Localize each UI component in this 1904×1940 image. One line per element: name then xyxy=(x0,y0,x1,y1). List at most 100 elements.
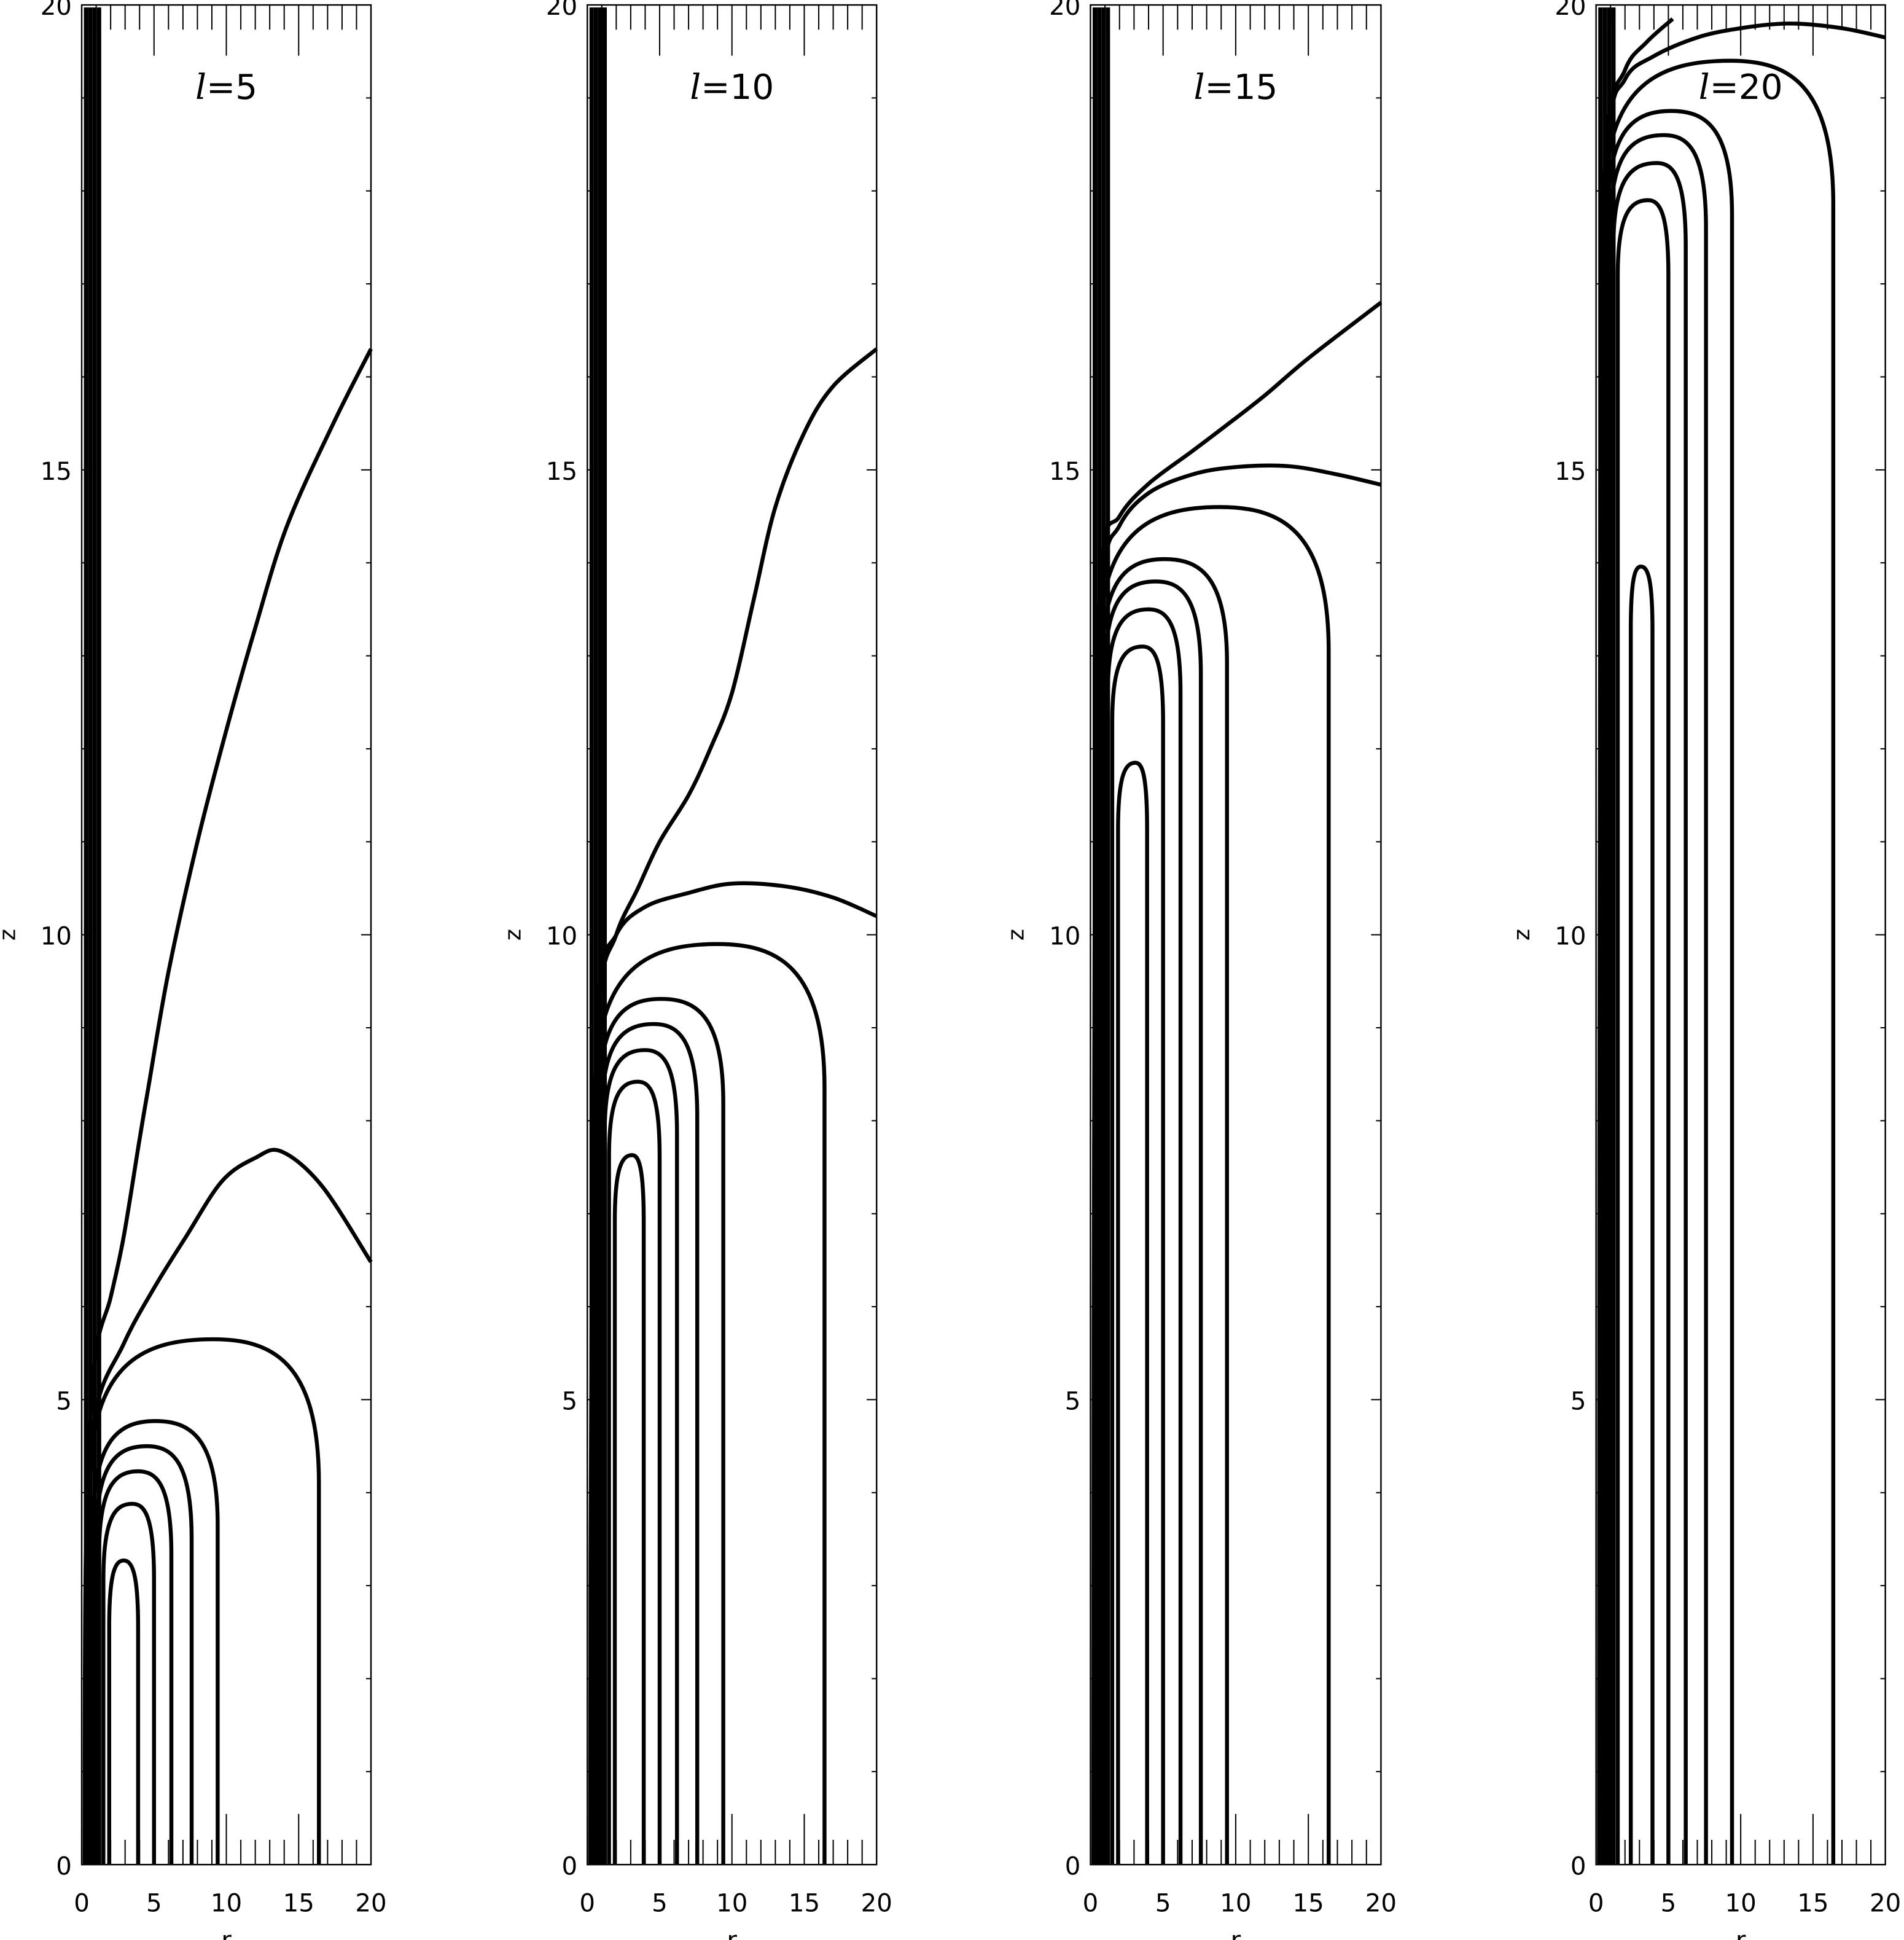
contour-arch xyxy=(596,996,725,1865)
contour-open-line xyxy=(85,1148,373,1865)
panel-3: 0 5 10 15 20 0 5 10 15 20 r z l=15 xyxy=(1003,0,1397,1940)
x-tick-label: 20 xyxy=(1870,1890,1901,1918)
contour-arch xyxy=(1602,58,1836,1865)
contour-arch xyxy=(1100,557,1229,1865)
x-axis-label: r xyxy=(221,1926,232,1940)
x-axis-label: r xyxy=(1736,1926,1746,1940)
x-tick-label: 5 xyxy=(146,1890,162,1918)
contour-arch xyxy=(107,1559,141,1865)
contour-arch xyxy=(1110,644,1165,1865)
x-tick-label: 20 xyxy=(861,1890,892,1918)
x-tick-label: 5 xyxy=(1661,1890,1677,1918)
contour-arch xyxy=(1628,565,1655,1865)
panel-title-value: =10 xyxy=(701,68,774,108)
contour-arch xyxy=(1608,133,1708,1865)
y-tick-label: 15 xyxy=(41,458,72,486)
contour-open-line xyxy=(1094,463,1382,1865)
x-tick-label: 20 xyxy=(1365,1890,1397,1918)
contour-open-line xyxy=(588,347,878,1865)
x-tick-label: 0 xyxy=(1083,1890,1099,1918)
y-tick-label: 20 xyxy=(1049,0,1080,21)
y-tick-label: 15 xyxy=(1555,458,1586,486)
y-tick-label: 20 xyxy=(1555,0,1586,21)
x-tick-label: 15 xyxy=(1293,1890,1324,1918)
x-tick-label: 0 xyxy=(1588,1890,1604,1918)
contour-arch xyxy=(1102,579,1203,1865)
panel-title-value: =20 xyxy=(1710,68,1783,108)
plot-frame xyxy=(80,4,372,1866)
contour-arch xyxy=(594,942,827,1865)
y-axis-label: z xyxy=(1003,929,1029,941)
contour-arch xyxy=(1615,198,1671,1865)
y-tick-label: 10 xyxy=(1049,923,1080,951)
y-tick-label: 5 xyxy=(562,1388,578,1416)
x-tick-label: 10 xyxy=(1725,1890,1757,1918)
x-tick-label: 15 xyxy=(283,1890,314,1918)
plot-frame xyxy=(587,4,878,1866)
y-tick-label: 15 xyxy=(546,458,577,486)
contour-lines xyxy=(588,7,878,1865)
contour-arch xyxy=(94,1444,194,1865)
plot-frame xyxy=(1595,4,1886,1866)
y-tick-label: 20 xyxy=(41,0,72,21)
y-tick-label: 5 xyxy=(1570,1388,1586,1416)
x-tick-label: 5 xyxy=(652,1890,668,1918)
panel-title-value: =15 xyxy=(1204,68,1278,108)
panel-title-variable: l xyxy=(195,68,206,108)
panel-title: l=10 xyxy=(690,68,774,108)
y-tick-label: 5 xyxy=(56,1388,72,1416)
x-tick-label: 0 xyxy=(579,1890,595,1918)
y-tick-label: 0 xyxy=(562,1852,578,1880)
panel-4: 0 5 10 15 20 0 5 10 15 20 r z l=20 xyxy=(1508,0,1901,1940)
x-axis-label: r xyxy=(727,1926,737,1940)
y-tick-label: 0 xyxy=(1065,1852,1081,1880)
contour-arch xyxy=(1606,109,1734,1865)
contour-arch xyxy=(1611,161,1688,1865)
y-tick-label: 10 xyxy=(41,923,72,951)
contour-lines xyxy=(82,7,373,1865)
y-tick-label: 0 xyxy=(1570,1852,1586,1880)
contour-arch xyxy=(612,1153,646,1865)
x-tick-label: 0 xyxy=(74,1890,90,1918)
contour-arch xyxy=(88,1337,321,1865)
x-tick-label: 10 xyxy=(211,1890,242,1918)
y-axis-label: z xyxy=(500,929,526,941)
contour-open-line xyxy=(82,348,373,1865)
panel-2: 0 5 10 15 20 0 5 10 15 20 r z l=10 xyxy=(500,0,892,1940)
contour-arch xyxy=(1116,761,1149,1865)
panel-title-variable: l xyxy=(1193,68,1204,108)
contour-open-line xyxy=(1091,300,1383,1865)
panel-title-variable: l xyxy=(690,68,701,108)
contour-arch xyxy=(603,1048,679,1865)
contour-arch xyxy=(91,1419,220,1865)
panel-title: l=15 xyxy=(1193,68,1278,108)
y-tick-label: 15 xyxy=(1049,458,1080,486)
plot-frame xyxy=(1090,4,1382,1866)
panel-title-variable: l xyxy=(1699,68,1710,108)
x-tick-label: 5 xyxy=(1155,1890,1171,1918)
panel-title-value: =5 xyxy=(206,68,257,108)
contour-arch xyxy=(1106,607,1183,1865)
contour-arch xyxy=(101,1501,156,1865)
y-tick-label: 20 xyxy=(546,0,577,21)
contour-open-line xyxy=(1599,22,1886,1865)
x-tick-label: 20 xyxy=(355,1890,386,1918)
contour-open-line xyxy=(1597,17,1674,1865)
x-tick-label: 10 xyxy=(716,1890,747,1918)
y-tick-label: 5 xyxy=(1065,1388,1081,1416)
x-tick-label: 15 xyxy=(789,1890,820,1918)
y-axis-label: z xyxy=(1508,929,1535,941)
panel-1: 0 5 10 15 20 0 5 10 15 20 r z l=5 xyxy=(0,0,387,1940)
y-tick-label: 0 xyxy=(56,1852,72,1880)
contour-arch xyxy=(607,1079,662,1865)
contour-arch xyxy=(599,1022,700,1865)
panel-title: l=20 xyxy=(1699,68,1783,108)
contour-lines xyxy=(1597,7,1886,1865)
contour-arch xyxy=(1097,505,1331,1865)
y-axis-label: z xyxy=(0,929,20,941)
contour-open-line xyxy=(591,881,878,1865)
x-axis-label: r xyxy=(1231,1926,1241,1940)
x-tick-label: 15 xyxy=(1797,1890,1828,1918)
contour-lines xyxy=(1091,7,1383,1865)
